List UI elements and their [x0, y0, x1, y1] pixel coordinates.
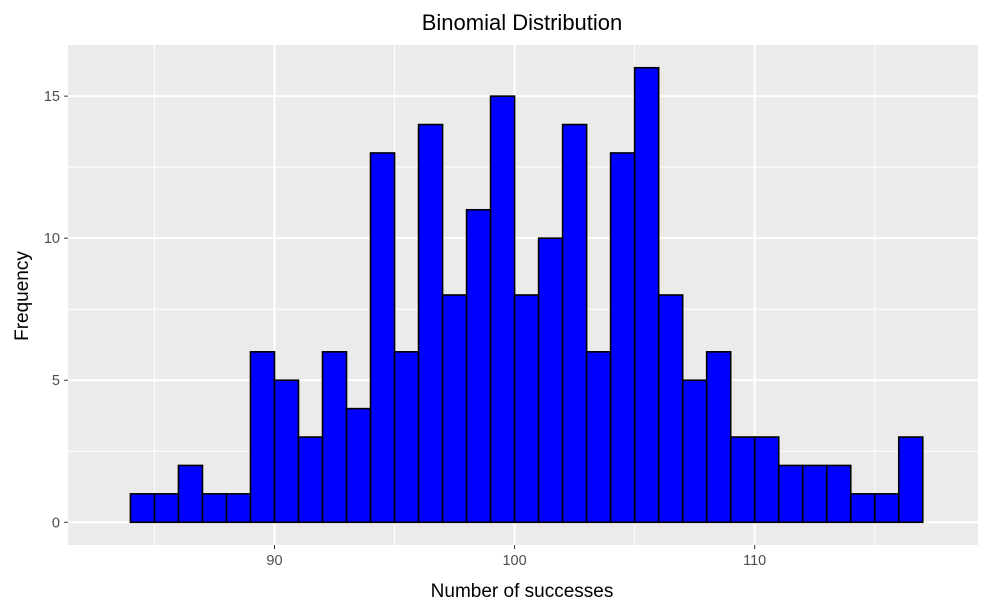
histogram-bar: [729, 436, 756, 524]
x-tick-label: 110: [743, 553, 766, 569]
histogram-bar: [585, 351, 612, 524]
histogram-bar: [129, 493, 156, 524]
histogram-bar: [681, 379, 708, 524]
y-tick-label: 5: [52, 373, 60, 389]
histogram-bar: [633, 66, 660, 524]
histogram-bar: [273, 379, 300, 524]
x-axis: 90 100 110: [266, 545, 766, 569]
histogram-bar: [249, 351, 276, 524]
histogram-bar: [465, 208, 492, 524]
histogram-bar: [609, 152, 636, 524]
histogram-bar: [345, 407, 372, 524]
histogram-bar: [417, 123, 444, 524]
y-tick-label: 10: [44, 231, 60, 247]
histogram-bar: [225, 493, 252, 524]
y-axis-label: Frequency: [12, 251, 33, 341]
histogram-bar: [537, 237, 564, 524]
histogram-bar: [825, 464, 852, 524]
histogram-bar: [897, 436, 924, 524]
histogram-bar: [801, 464, 828, 524]
bars: [129, 66, 924, 524]
histogram-bar: [777, 464, 804, 524]
histogram-bar: [201, 493, 228, 524]
histogram-bar: [321, 351, 348, 524]
histogram-bar: [369, 152, 396, 524]
histogram-bar: [177, 464, 204, 524]
histogram-bar: [873, 493, 900, 524]
y-tick-label: 0: [52, 515, 60, 531]
histogram-bar: [657, 294, 684, 524]
chart-title: Binomial Distribution: [422, 10, 623, 35]
histogram-bar: [489, 95, 516, 524]
y-axis: 0 5 10 15: [44, 89, 68, 531]
histogram-bar: [441, 294, 468, 524]
y-tick-label: 15: [44, 89, 60, 105]
histogram-bar: [753, 436, 780, 524]
histogram-bar: [393, 351, 420, 524]
histogram-bar: [153, 493, 180, 524]
histogram-bar: [561, 123, 588, 524]
histogram-bar: [297, 436, 324, 524]
x-tick-label: 100: [502, 553, 526, 569]
histogram-bar: [513, 294, 540, 524]
histogram-bar: [705, 351, 732, 524]
histogram-bar: [849, 493, 876, 524]
x-axis-label: Number of successes: [431, 581, 614, 602]
x-tick-label: 90: [266, 553, 282, 569]
